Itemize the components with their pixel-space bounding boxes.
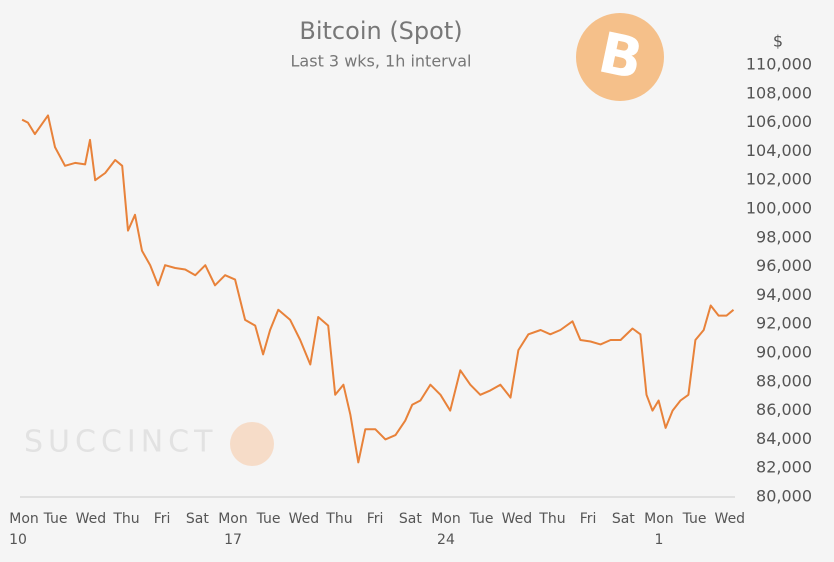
- x-tick-label: Wed: [289, 511, 320, 527]
- x-tick-label: Mon: [431, 511, 461, 527]
- chart-subtitle: Last 3 wks, 1h interval: [291, 52, 472, 71]
- bitcoin-logo: [576, 13, 664, 101]
- x-tick-label: Thu: [112, 511, 139, 527]
- y-tick-label: 82,000: [756, 458, 812, 477]
- watermark: SUCCINCT: [24, 425, 217, 460]
- x-tick-label: Sat: [399, 511, 422, 527]
- x-tick-label: Mon: [644, 511, 674, 527]
- x-tick-sublabel: 10: [9, 532, 27, 548]
- x-tick-label: Sat: [612, 511, 635, 527]
- y-unit: $: [773, 32, 783, 51]
- x-tick-label: Tue: [43, 511, 68, 527]
- x-tick-label: Mon: [218, 511, 248, 527]
- x-tick-label: Fri: [367, 511, 384, 527]
- x-tick-label: Mon: [9, 511, 39, 527]
- x-tick-label: Thu: [538, 511, 565, 527]
- x-tick-label: Wed: [502, 511, 533, 527]
- y-tick-label: 88,000: [756, 371, 812, 390]
- y-tick-label: 98,000: [756, 227, 812, 246]
- x-tick-sublabel: 24: [437, 532, 455, 548]
- y-tick-label: 90,000: [756, 343, 812, 362]
- y-tick-label: 104,000: [746, 141, 812, 160]
- y-tick-label: 80,000: [756, 487, 812, 506]
- x-tick-label: Wed: [715, 511, 746, 527]
- y-tick-label: 108,000: [746, 83, 812, 102]
- y-tick-label: 92,000: [756, 314, 812, 333]
- x-tick-label: Tue: [469, 511, 494, 527]
- x-tick-label: Wed: [76, 511, 107, 527]
- x-tick-label: Fri: [154, 511, 171, 527]
- y-tick-label: 84,000: [756, 429, 812, 448]
- chart-title: Bitcoin (Spot): [299, 17, 462, 45]
- price-line: [21, 114, 735, 464]
- x-tick-sublabel: 1: [654, 532, 663, 548]
- x-tick-label: Tue: [256, 511, 281, 527]
- x-tick-sublabel: 17: [224, 532, 242, 548]
- x-tick-label: Sat: [186, 511, 209, 527]
- watermark-logo: [230, 422, 274, 466]
- x-tick-label: Thu: [325, 511, 352, 527]
- y-tick-label: 96,000: [756, 256, 812, 275]
- y-tick-label: 100,000: [746, 199, 812, 218]
- y-tick-label: 102,000: [746, 170, 812, 189]
- x-tick-label: Tue: [682, 511, 707, 527]
- y-tick-label: 106,000: [746, 112, 812, 131]
- y-tick-label: 86,000: [756, 400, 812, 419]
- y-tick-label: 110,000: [746, 55, 812, 74]
- y-tick-label: 94,000: [756, 285, 812, 304]
- x-tick-label: Fri: [580, 511, 597, 527]
